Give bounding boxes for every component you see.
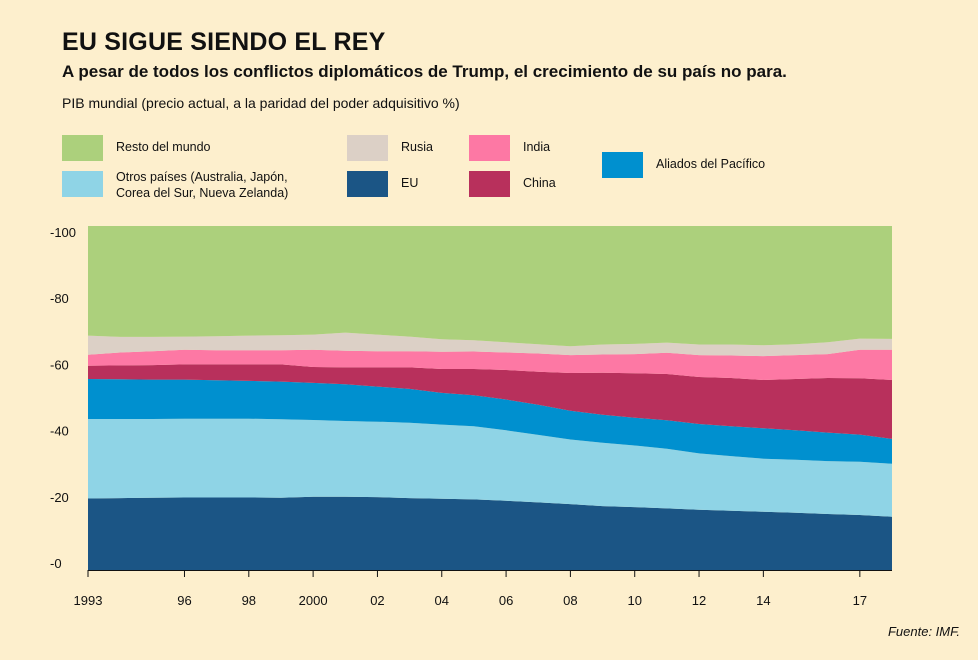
x-tick-label: 17 xyxy=(853,593,867,608)
legend-swatch-resto xyxy=(62,135,103,161)
x-tick-label: 96 xyxy=(177,593,191,608)
legend-item-rusia: Rusia xyxy=(347,135,433,161)
area-eu xyxy=(88,496,892,570)
legend-label-china: China xyxy=(523,176,556,190)
area-aliados xyxy=(88,379,892,464)
legend-swatch-china xyxy=(469,171,510,197)
legend-label-eu: EU xyxy=(401,176,419,190)
area-resto xyxy=(88,226,892,347)
y-tick-label: -60 xyxy=(50,357,69,372)
y-tick-label: -40 xyxy=(50,424,69,439)
x-tick-label: 10 xyxy=(627,593,641,608)
x-tick-label: 98 xyxy=(242,593,256,608)
x-tick-label: 04 xyxy=(435,593,449,608)
legend-label-otros-line1: Otros países (Australia, Japón, xyxy=(116,170,288,184)
y-tick-label: -20 xyxy=(50,490,69,505)
legend-label-aliados: Aliados del Pacífico xyxy=(656,157,766,171)
area-china xyxy=(88,364,892,439)
x-tick-label: 08 xyxy=(563,593,577,608)
legend-item-eu: EU xyxy=(347,171,418,197)
y-axis-label: PIB mundial (precio actual, a la paridad… xyxy=(62,95,460,111)
legend-item-otros: Otros países (Australia, Japón, Corea de… xyxy=(62,170,289,201)
legend-swatch-rusia xyxy=(347,135,388,161)
y-tick-label: -80 xyxy=(50,291,69,306)
chart-title: EU SIGUE SIENDO EL REY xyxy=(62,28,386,56)
area-rusia xyxy=(88,332,892,357)
legend-label-india: India xyxy=(523,140,551,154)
y-tick-label: -100 xyxy=(50,225,76,240)
chart-subtitle: A pesar de todos los conflictos diplomát… xyxy=(62,62,787,81)
legend-swatch-aliados xyxy=(602,152,643,178)
x-tick-label: 1993 xyxy=(74,593,103,608)
axes: -0 -20 -40 -60 -80 -100 1993 96 98 2000 02 04 06 08 10… xyxy=(50,225,892,608)
x-tick-label: 14 xyxy=(756,593,770,608)
legend-label-otros-line2: Corea del Sur, Nueva Zelanda) xyxy=(116,186,289,200)
x-tick-label: 12 xyxy=(692,593,706,608)
y-tick-label: -0 xyxy=(50,556,62,571)
legend-label-rusia: Rusia xyxy=(401,140,433,154)
x-tick-label: 2000 xyxy=(299,593,328,608)
source-note: Fuente: IMF. xyxy=(887,624,960,639)
legend-item-resto: Resto del mundo xyxy=(62,135,211,161)
legend-item-india: India xyxy=(469,135,550,161)
area-india xyxy=(88,349,892,380)
area-otros xyxy=(88,418,892,517)
legend-swatch-india xyxy=(469,135,510,161)
legend-item-china: China xyxy=(469,171,556,197)
legend-label-otros: Otros países (Australia, Japón, Corea de… xyxy=(116,170,289,201)
legend-label-resto: Resto del mundo xyxy=(116,140,211,154)
legend-swatch-otros xyxy=(62,171,103,197)
legend-item-aliados: Aliados del Pacífico xyxy=(602,152,765,178)
x-tick-label: 06 xyxy=(499,593,513,608)
x-tick-label: 02 xyxy=(370,593,384,608)
area-layers xyxy=(88,226,892,570)
legend-swatch-eu xyxy=(347,171,388,197)
